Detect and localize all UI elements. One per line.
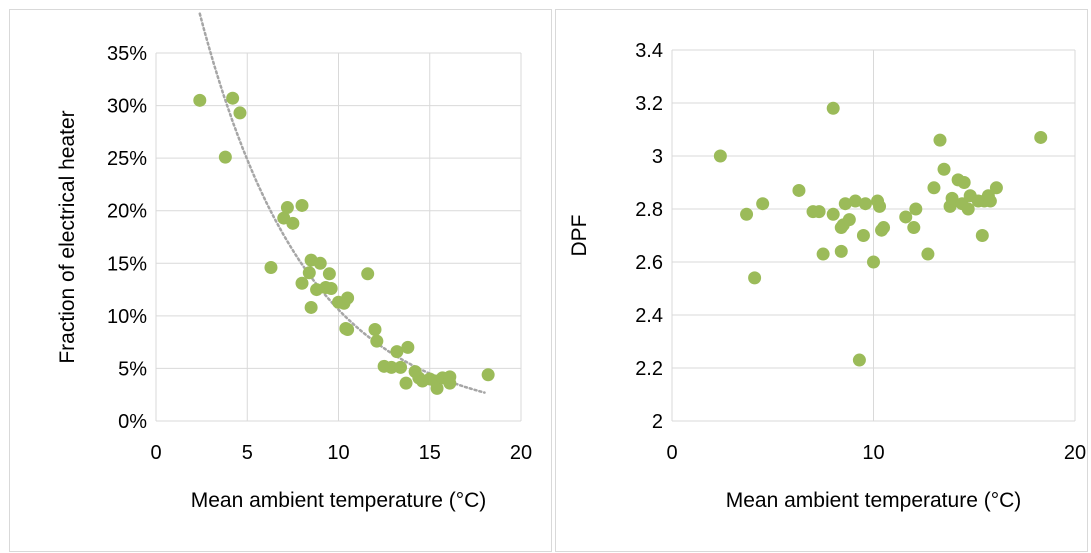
x-tick-label: 10: [862, 442, 884, 464]
data-point: [858, 197, 872, 211]
data-point: [856, 229, 870, 242]
data-point: [961, 202, 975, 216]
x-tick-label: 0: [150, 442, 161, 464]
data-point: [842, 213, 856, 227]
data-point: [937, 162, 951, 176]
data-point: [401, 340, 415, 354]
y-tick-label: 3: [652, 146, 663, 168]
y-tick-label: 30%: [107, 96, 147, 118]
data-point: [304, 300, 318, 314]
y-tick-label: 5%: [118, 358, 147, 380]
data-point: [313, 256, 327, 270]
y-tick-label: 3.4: [635, 40, 663, 62]
data-point: [286, 216, 300, 230]
data-point: [430, 381, 444, 395]
data-point: [443, 376, 457, 390]
y-tick-label: 2.8: [635, 199, 663, 221]
data-point: [361, 267, 375, 281]
data-point: [324, 282, 338, 296]
data-point: [481, 368, 495, 382]
data-point: [384, 360, 398, 374]
x-tick-label: 0: [666, 442, 677, 464]
data-point: [295, 198, 309, 212]
fraction-scatter-chart: 0% 5% 10% 15% 20% 25% 30% 35% 0 5 10 15 20 Mean ambie…: [56, 12, 532, 512]
data-point: [264, 260, 278, 274]
data-point: [322, 267, 336, 281]
x-tick-label: 5: [242, 442, 253, 464]
y-tick-label: 35%: [107, 43, 147, 65]
y-tick-label: 2.2: [635, 358, 663, 380]
data-point: [877, 221, 891, 235]
data-point: [193, 93, 207, 107]
data-point: [852, 353, 866, 367]
y-axis-title: DPF: [568, 215, 591, 257]
data-point: [370, 334, 384, 348]
data-point: [909, 202, 923, 216]
data-point: [792, 183, 806, 197]
x-axis-title: Mean ambient temperature (°C): [726, 489, 1022, 512]
data-point: [812, 205, 826, 219]
data-point: [295, 276, 309, 290]
y-tick-label: 2.6: [635, 252, 663, 274]
x-tick-label: 15: [419, 442, 441, 464]
data-point: [907, 221, 921, 235]
data-point: [826, 207, 840, 221]
data-point: [921, 247, 935, 261]
y-tick-label: 15%: [107, 253, 147, 275]
data-point: [756, 197, 770, 211]
data-point: [873, 199, 887, 213]
trendline: [198, 12, 486, 394]
data-point: [975, 229, 989, 242]
data-point: [834, 244, 848, 258]
data-point: [341, 291, 355, 305]
y-tick-label: 2.4: [635, 305, 663, 327]
x-tick-label: 20: [510, 442, 532, 464]
y-tick-label: 2: [652, 411, 663, 433]
data-point: [218, 150, 232, 164]
data-point: [233, 106, 247, 120]
x-tick-label: 20: [1064, 442, 1086, 464]
data-point: [816, 247, 830, 261]
data-point: [826, 101, 840, 115]
data-point: [399, 376, 413, 390]
data-point: [957, 176, 971, 189]
right-chart-panel: 2 2.2 2.4 2.6 2.8 3 3.2 3.4 0 10 20 Mean ambient te…: [555, 9, 1088, 552]
data-point: [341, 323, 355, 337]
data-point: [899, 210, 913, 224]
data-point: [848, 194, 862, 208]
y-tick-label: 0%: [118, 411, 147, 433]
y-tick-label: 10%: [107, 306, 147, 328]
y-axis-title: Fraction of electrical heater: [56, 110, 79, 363]
data-point: [945, 191, 959, 205]
data-point: [989, 181, 1003, 195]
x-tick-label: 10: [327, 442, 349, 464]
data-point: [838, 197, 852, 211]
data-point: [280, 201, 294, 215]
data-point: [983, 194, 997, 208]
data-point: [1034, 130, 1048, 144]
data-point: [713, 149, 727, 163]
data-point: [927, 181, 941, 195]
y-tick-label: 20%: [107, 201, 147, 223]
data-point: [368, 323, 382, 337]
x-axis-title: Mean ambient temperature (°C): [191, 489, 487, 512]
data-point: [740, 207, 754, 221]
data-point: [390, 345, 404, 359]
dpf-scatter-chart: 2 2.2 2.4 2.6 2.8 3 3.2 3.4 0 10 20 Mean ambient te…: [568, 40, 1086, 512]
data-point: [867, 255, 880, 269]
y-tick-label: 3.2: [635, 93, 663, 115]
y-tick-label: 25%: [107, 148, 147, 170]
data-point: [933, 133, 947, 147]
data-point: [302, 266, 316, 280]
left-chart-panel: 0% 5% 10% 15% 20% 25% 30% 35% 0 5 10 15 20 Mean ambie…: [9, 9, 552, 552]
data-point: [748, 271, 762, 285]
data-point: [394, 360, 408, 374]
data-point: [226, 91, 240, 105]
